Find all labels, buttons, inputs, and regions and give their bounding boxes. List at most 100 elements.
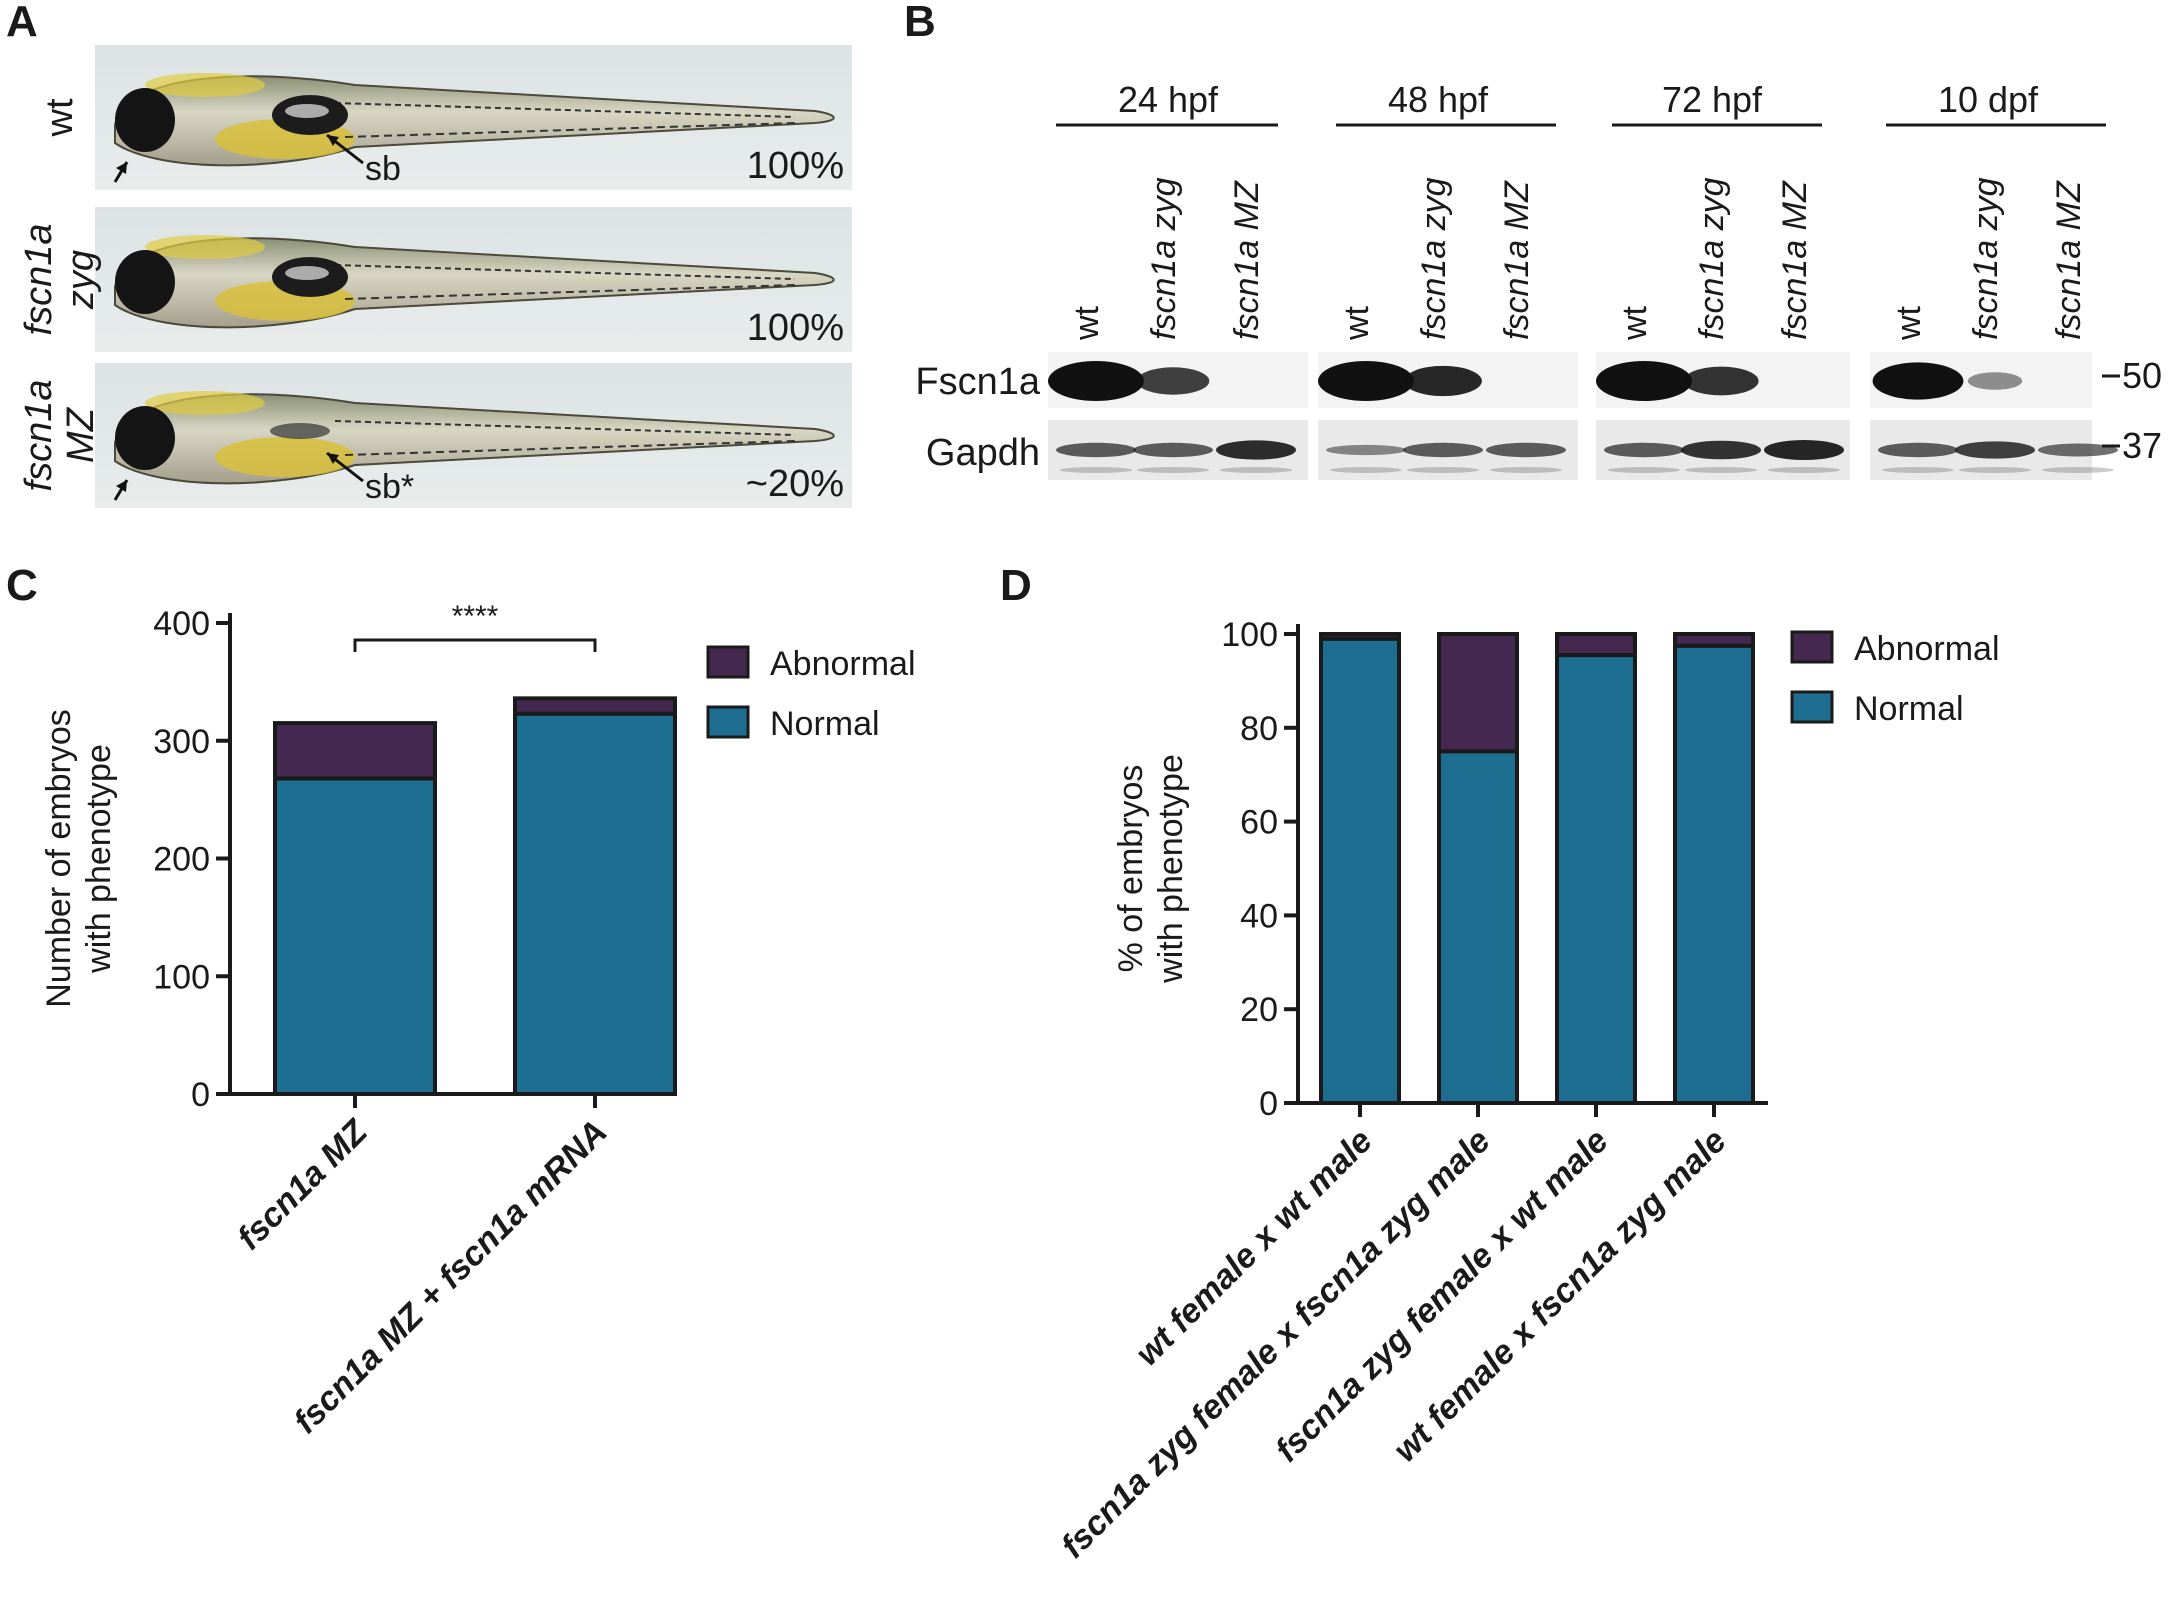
panel-letter-b: B [904,0,936,46]
gapdh-nonspecific-band [2042,467,2114,473]
x-tick-label-group: fscn1a MZ [230,1112,375,1257]
legend-swatch [1790,630,1834,664]
y-tick-label: 80 [1240,710,1278,748]
y-axis-label: Number of embryos [40,709,78,1008]
panel-letter-c: C [6,561,38,610]
lane-label-group: fscn1a MZ [1498,180,1536,340]
fish-notochord-line [334,264,796,280]
panel-letter-d: D [1000,561,1032,610]
y-axis-label: % of embryos [1112,765,1150,973]
gapdh-nonspecific-band [1060,467,1132,473]
gapdh-band [1604,442,1684,458]
y-tick-label: 300 [153,723,210,761]
genotype-label: fscn1a [18,380,60,492]
gapdh-nonspecific-band [1490,467,1562,473]
bar-normal [1555,653,1637,1105]
bar-abnormal [1319,632,1401,641]
lane-label-group: fscn1a zyg [1415,177,1453,340]
legend-swatch [706,645,750,679]
percent-label: 100% [747,145,844,187]
fish-notochord-line [334,420,796,436]
x-tick-label-group: fscn1a zyg female x fscn1a zyg male [1054,1122,1498,1566]
legend-swatch [1790,690,1834,724]
genotype-label: zyg [60,250,102,310]
panel-letter-a: A [6,0,38,46]
genotype-label: MZ [60,406,102,463]
fscn1a-band [1596,361,1692,401]
fish-head-pigment [145,235,265,259]
lane-label: fscn1a zyg [1145,177,1183,340]
y-axis-label-group: Number of embryos with phenotype [40,709,118,1008]
gapdh-nonspecific-band [1137,467,1209,473]
timepoint-label: 24 hpf [1118,79,1219,120]
y-tick-label: 40 [1240,897,1278,935]
panel-b-western-blot: 24 hpf wt fscn1a zyg fscn1a MZ 48 hpf wt fscn1… [915,79,2162,480]
gapdh-nonspecific-band [1608,467,1680,473]
fish-eye [115,250,175,314]
bar-abnormal [1673,632,1755,648]
gapdh-nonspecific-band [1959,467,2031,473]
arrowhead-icon [116,162,127,174]
fish-head-pigment [145,73,265,97]
lane-label-group: wt [1890,305,1928,341]
fscn1a-band [1136,367,1210,395]
lane-label: wt [1338,305,1376,341]
protein-label-gapdh: Gapdh [926,432,1040,474]
significance-label: **** [452,600,499,633]
gapdh-nonspecific-band [1407,467,1479,473]
lane-label-group: fscn1a MZ [1228,180,1266,340]
fish-ventral-pigment [344,440,796,456]
fscn1a-band [1872,362,1964,400]
gapdh-nonspecific-band [1330,467,1402,473]
lane-label: wt [1616,305,1654,341]
lane-label-group: wt [1338,305,1376,341]
lane-label: fscn1a zyg [1415,177,1453,340]
y-axis-label: with phenotype [1152,754,1190,984]
bar-normal [1319,636,1401,1105]
fish-eye [115,406,175,470]
percent-label: 100% [747,307,844,349]
lane-label: fscn1a MZ [2050,180,2088,340]
y-axis-label: with phenotype [80,744,118,974]
lane-label-group: fscn1a zyg [1693,177,1731,340]
lane-label-group: fscn1a zyg [1967,177,2005,340]
genotype-label-group: fscn1a MZ [18,380,102,492]
x-tick-label-group: wt female x wt male [1128,1122,1379,1373]
bar-normal [273,776,437,1096]
lane-label: fscn1a MZ [1776,180,1814,340]
molecular-weight-marker: 37 [2122,425,2162,466]
fscn1a-band [1318,361,1414,401]
gapdh-band [1403,442,1483,458]
genotype-label: fscn1a [18,224,60,336]
bar-abnormal [513,696,677,716]
fscn1a-band [1967,372,2023,390]
y-tick-label: 100 [1221,616,1278,654]
lane-label: wt [1890,305,1928,341]
panel-d-bar-chart: 0 20 40 60 80 100 % of embryos with phenotype wt… [1054,616,2000,1566]
y-tick-label: 200 [153,841,210,879]
lane-label: fscn1a zyg [1693,177,1731,340]
gapdh-band [1216,440,1296,460]
gapdh-nonspecific-band [1685,467,1757,473]
fscn1a-band [1048,361,1144,401]
lane-label-group: fscn1a zyg [1145,177,1183,340]
gapdh-band [1056,442,1136,458]
gapdh-nonspecific-band [1220,467,1292,473]
lane-label: fscn1a MZ [1228,180,1266,340]
genotype-label-group: wt [39,98,81,137]
x-tick-label: fscn1a MZ [230,1112,375,1257]
legend-label: Normal [770,705,880,743]
gapdh-band [1878,442,1958,458]
y-axis-label-group: % of embryos with phenotype [1112,754,1190,984]
bar-abnormal [273,721,437,781]
molecular-weight-marker: 50 [2122,355,2162,396]
timepoint-label: 72 hpf [1662,79,1763,120]
swim-bladder-label: sb* [365,468,414,506]
fish-swim-bladder-highlight [285,266,329,280]
fish-notochord-line [334,102,796,118]
y-tick-label: 400 [153,605,210,643]
gapdh-nonspecific-band [1882,467,1954,473]
fish-swim-bladder-highlight [285,104,329,118]
legend-label: Normal [1854,690,1964,728]
